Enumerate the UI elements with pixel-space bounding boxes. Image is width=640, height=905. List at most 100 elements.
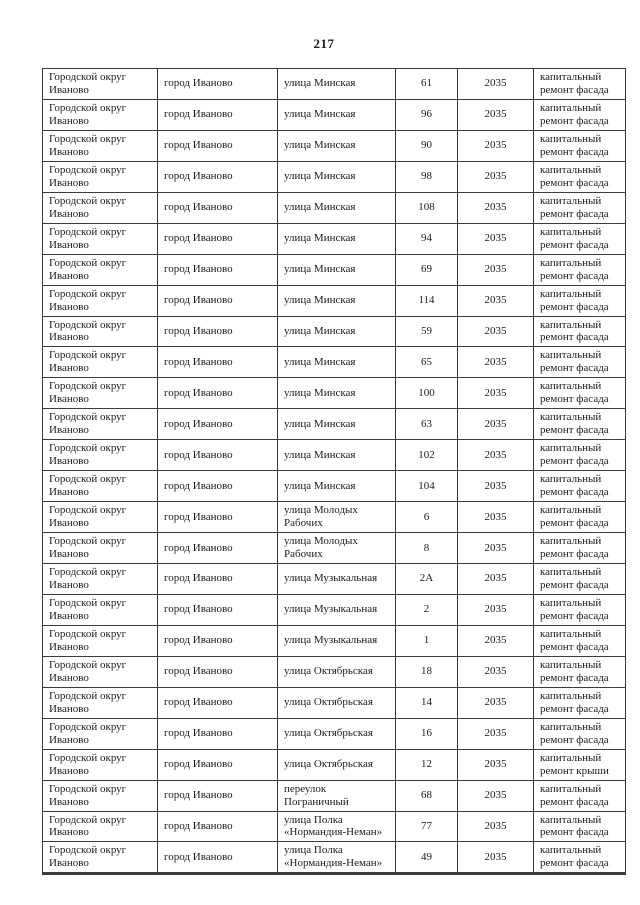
cell-city: город Иваново	[157, 408, 278, 441]
cell-work: капитальный ремонт фасада	[533, 98, 626, 131]
cell-street: улица Октябрьская	[277, 686, 396, 719]
cell-house: 65	[395, 346, 458, 379]
cell-district: Городской округ Иваново	[42, 160, 158, 193]
cell-house: 8	[395, 532, 458, 564]
cell-work: капитальный ремонт фасада	[533, 655, 626, 688]
cell-district: Городской округ Иваново	[42, 841, 158, 875]
cell-house: 63	[395, 408, 458, 441]
table-row: Городской округ Иваново город Иваново улиц…	[42, 532, 626, 564]
cell-house: 61	[395, 68, 458, 100]
cell-year: 2035	[457, 377, 534, 410]
cell-city: город Иваново	[157, 346, 278, 379]
table-row: Городской округ Иваново город Иваново улиц…	[42, 470, 626, 503]
cell-district: Городской округ Иваново	[42, 129, 158, 162]
cell-work: капитальный ремонт фасада	[533, 439, 626, 472]
cell-city: город Иваново	[157, 841, 278, 875]
cell-house: 12	[395, 748, 458, 781]
table-row: Городской округ Иваново город Иваново улиц…	[42, 191, 626, 224]
cell-work: капитальный ремонт фасада	[533, 129, 626, 162]
cell-city: город Иваново	[157, 532, 278, 564]
cell-house: 68	[395, 779, 458, 812]
cell-city: город Иваново	[157, 284, 278, 317]
cell-year: 2035	[457, 563, 534, 595]
cell-district: Городской округ Иваново	[42, 408, 158, 441]
cell-work: капитальный ремонт фасада	[533, 810, 626, 843]
cell-house: 90	[395, 129, 458, 162]
table-row: Городской округ Иваново город Иваново пере…	[42, 779, 626, 812]
cell-street: улица Полка «Нормандия-Неман»	[277, 810, 396, 843]
cell-district: Городской округ Иваново	[42, 624, 158, 657]
cell-city: город Иваново	[157, 439, 278, 472]
cell-house: 108	[395, 191, 458, 224]
repairs-table: Городской округ Иваново город Иваново улиц…	[42, 68, 626, 876]
cell-city: город Иваново	[157, 593, 278, 626]
cell-year: 2035	[457, 501, 534, 534]
cell-year: 2035	[457, 346, 534, 379]
cell-district: Городской округ Иваново	[42, 191, 158, 224]
cell-street: улица Минская	[277, 160, 396, 193]
cell-year: 2035	[457, 624, 534, 657]
cell-city: город Иваново	[157, 810, 278, 843]
cell-work: капитальный ремонт фасада	[533, 346, 626, 379]
cell-district: Городской округ Иваново	[42, 98, 158, 131]
cell-street: улица Минская	[277, 253, 396, 286]
table-row: Городской округ Иваново город Иваново улиц…	[42, 593, 626, 626]
cell-city: город Иваново	[157, 748, 278, 781]
cell-house: 16	[395, 717, 458, 750]
cell-work: капитальный ремонт фасада	[533, 253, 626, 286]
cell-street: улица Минская	[277, 222, 396, 255]
cell-house: 6	[395, 501, 458, 534]
cell-house: 1	[395, 624, 458, 657]
cell-city: город Иваново	[157, 129, 278, 162]
table-row: Городской округ Иваново город Иваново улиц…	[42, 408, 626, 441]
cell-year: 2035	[457, 253, 534, 286]
cell-work: капитальный ремонт фасада	[533, 408, 626, 441]
cell-year: 2035	[457, 717, 534, 750]
cell-street: улица Минская	[277, 191, 396, 224]
cell-city: город Иваново	[157, 315, 278, 348]
cell-house: 100	[395, 377, 458, 410]
cell-year: 2035	[457, 315, 534, 348]
cell-house: 102	[395, 439, 458, 472]
cell-district: Городской округ Иваново	[42, 68, 158, 100]
cell-city: город Иваново	[157, 717, 278, 750]
cell-district: Городской округ Иваново	[42, 686, 158, 719]
cell-year: 2035	[457, 439, 534, 472]
table-row: Городской округ Иваново город Иваново улиц…	[42, 655, 626, 688]
cell-district: Городской округ Иваново	[42, 779, 158, 812]
cell-house: 96	[395, 98, 458, 131]
cell-year: 2035	[457, 686, 534, 719]
cell-year: 2035	[457, 748, 534, 781]
cell-street: улица Молодых Рабочих	[277, 532, 396, 564]
cell-district: Городской округ Иваново	[42, 222, 158, 255]
cell-city: город Иваново	[157, 191, 278, 224]
cell-year: 2035	[457, 532, 534, 564]
cell-year: 2035	[457, 779, 534, 812]
cell-district: Городской округ Иваново	[42, 748, 158, 781]
cell-year: 2035	[457, 160, 534, 193]
cell-year: 2035	[457, 841, 534, 875]
cell-street: улица Музыкальная	[277, 593, 396, 626]
cell-city: город Иваново	[157, 253, 278, 286]
cell-district: Городской округ Иваново	[42, 470, 158, 503]
cell-year: 2035	[457, 655, 534, 688]
cell-work: капитальный ремонт фасада	[533, 717, 626, 750]
table-row: Городской округ Иваново город Иваново улиц…	[42, 222, 626, 255]
cell-city: город Иваново	[157, 222, 278, 255]
cell-street: улица Минская	[277, 129, 396, 162]
cell-year: 2035	[457, 191, 534, 224]
cell-year: 2035	[457, 810, 534, 843]
cell-district: Городской округ Иваново	[42, 563, 158, 595]
table-row: Городской округ Иваново город Иваново улиц…	[42, 624, 626, 657]
table-row: Городской округ Иваново город Иваново улиц…	[42, 68, 626, 100]
cell-city: город Иваново	[157, 563, 278, 595]
cell-year: 2035	[457, 68, 534, 100]
cell-city: город Иваново	[157, 655, 278, 688]
cell-city: город Иваново	[157, 68, 278, 100]
cell-year: 2035	[457, 408, 534, 441]
cell-year: 2035	[457, 129, 534, 162]
cell-street: переулок Пограничный	[277, 779, 396, 812]
cell-street: улица Минская	[277, 68, 396, 100]
cell-district: Городской округ Иваново	[42, 315, 158, 348]
